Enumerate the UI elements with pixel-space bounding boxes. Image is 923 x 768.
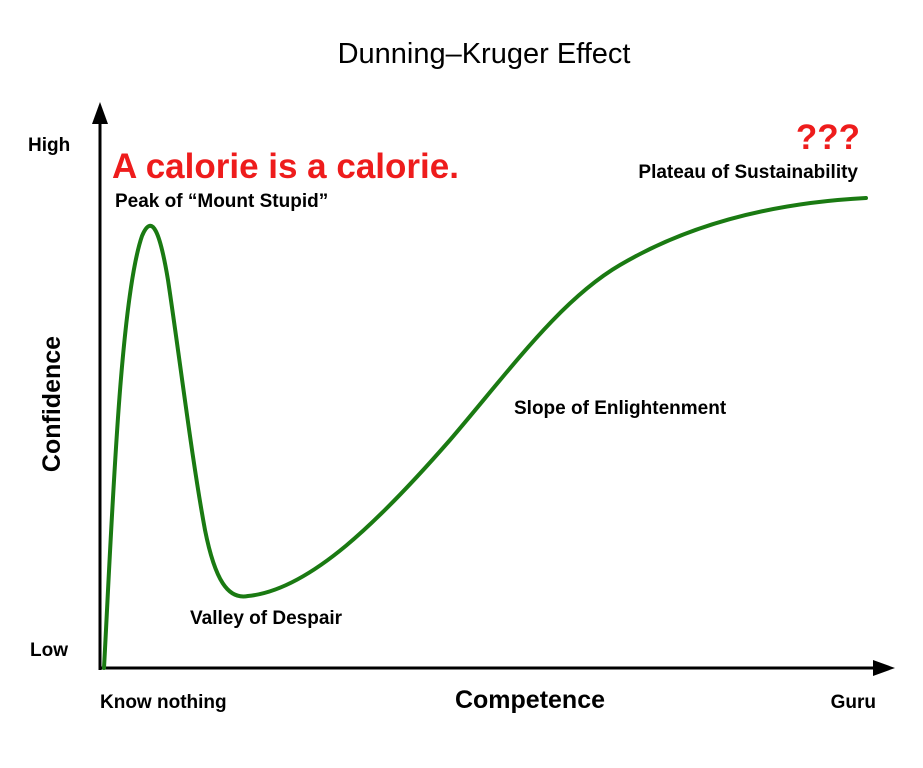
x-axis-end-label: Guru (831, 692, 876, 713)
x-axis-start-label: Know nothing (100, 692, 227, 713)
x-axis-label: Competence (455, 686, 605, 714)
question-marks-annotation: ??? (796, 118, 860, 157)
confidence-curve (102, 196, 868, 670)
stage-peak-label: Peak of “Mount Stupid” (115, 191, 328, 212)
diagram-title: Dunning–Kruger Effect (338, 38, 631, 70)
y-axis-low-label: Low (30, 640, 68, 661)
y-axis-arrowhead (92, 102, 108, 124)
y-axis-label: Confidence (38, 336, 66, 472)
y-axis (92, 102, 108, 670)
stage-valley-label: Valley of Despair (190, 608, 343, 629)
stage-plateau-label: Plateau of Sustainability (638, 162, 858, 183)
x-axis (99, 660, 895, 676)
stage-slope-label: Slope of Enlightenment (514, 398, 727, 419)
callout-annotation: A calorie is a calorie. (112, 147, 459, 186)
x-axis-arrowhead (873, 660, 895, 676)
y-axis-high-label: High (28, 135, 70, 156)
